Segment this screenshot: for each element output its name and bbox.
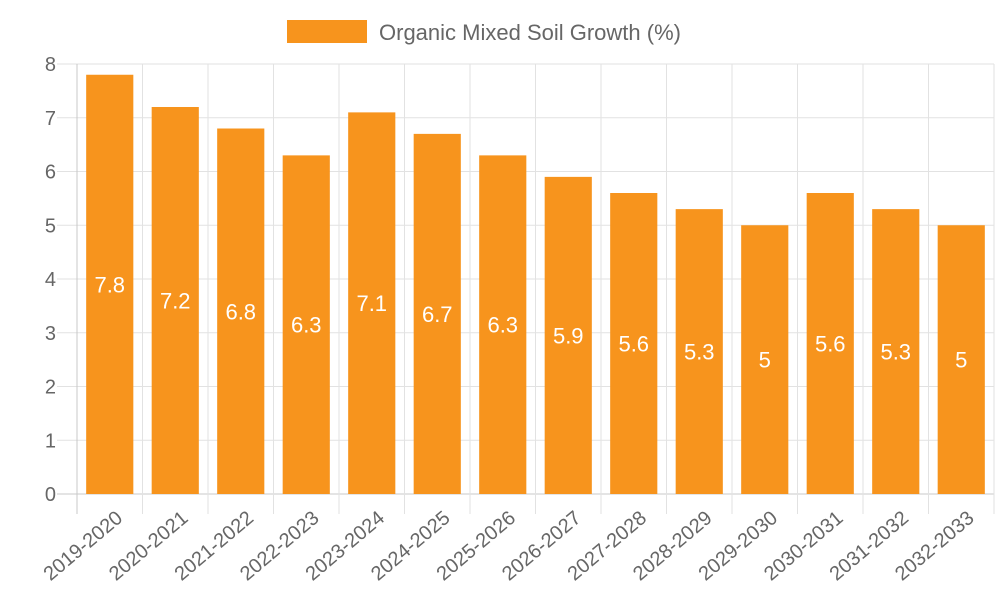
bar xyxy=(86,74,134,494)
bar-data-label: 7.1 xyxy=(356,291,387,316)
y-tick-label: 0 xyxy=(45,484,56,506)
bar xyxy=(282,155,330,494)
bar-data-label: 5.6 xyxy=(618,332,649,357)
bar-data-label: 7.8 xyxy=(94,272,125,297)
bar xyxy=(217,128,265,494)
bar-data-label: 5.3 xyxy=(880,340,911,365)
bar-labels: 7.8 7.2 6.8 6.3 7.1 6.7 6.3 5.9 5.6 5.3 5 5.6 5.3 5 xyxy=(94,272,967,372)
y-tick-label: 5 xyxy=(45,215,56,237)
legend-swatch xyxy=(287,20,367,43)
legend-label: Organic Mixed Soil Growth (%) xyxy=(379,20,681,45)
x-axis-ticks: 2019-20202020-20212021-20222022-20232023… xyxy=(40,507,979,585)
bar-data-label: 5.3 xyxy=(684,340,715,365)
y-tick-label: 8 xyxy=(45,54,56,76)
bar-data-label: 7.2 xyxy=(160,289,191,314)
bar xyxy=(806,193,854,494)
bar xyxy=(675,209,723,494)
bar xyxy=(937,225,985,494)
bar xyxy=(872,209,920,494)
bars xyxy=(86,74,985,494)
bar xyxy=(610,193,658,494)
y-tick-label: 2 xyxy=(45,377,56,399)
bar xyxy=(544,176,592,494)
legend: Organic Mixed Soil Growth (%) xyxy=(287,20,681,45)
bar-data-label: 5.6 xyxy=(815,332,846,357)
grid xyxy=(57,63,995,514)
bar-data-label: 6.3 xyxy=(487,313,518,338)
bar-data-label: 5.9 xyxy=(553,323,584,348)
bar-data-label: 5 xyxy=(955,348,967,373)
y-tick-label: 7 xyxy=(45,108,56,130)
bar xyxy=(479,155,527,494)
bar-data-label: 6.7 xyxy=(422,302,453,327)
y-tick-label: 1 xyxy=(45,430,56,452)
y-axis-ticks: 0 1 2 3 4 5 6 7 8 xyxy=(45,54,56,506)
bar-data-label: 6.8 xyxy=(225,299,256,324)
bar xyxy=(151,107,199,494)
bar xyxy=(348,112,396,494)
bar-data-label: 6.3 xyxy=(291,313,322,338)
bar xyxy=(741,225,789,494)
y-tick-label: 6 xyxy=(45,162,56,184)
y-tick-label: 3 xyxy=(45,323,56,345)
y-tick-label: 4 xyxy=(45,269,56,291)
bar-data-label: 5 xyxy=(759,348,771,373)
bar xyxy=(413,133,461,494)
